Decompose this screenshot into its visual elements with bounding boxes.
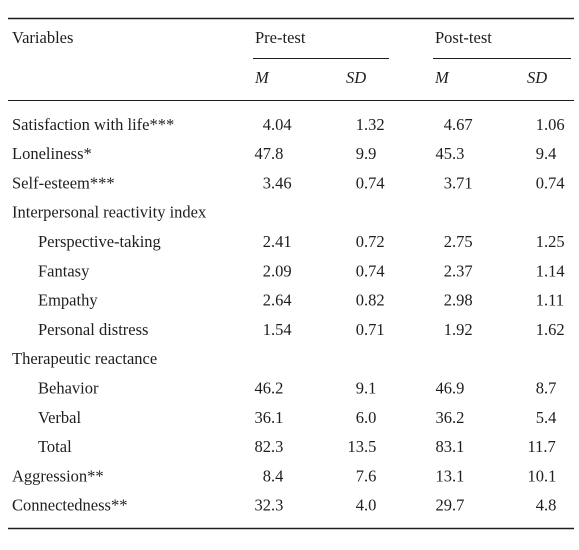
row-label: Fantasy	[38, 261, 90, 280]
cell-value: 0.71	[356, 320, 385, 339]
cell-value: 36.2	[436, 408, 465, 427]
row-label: Self-esteem***	[12, 173, 115, 192]
cell-value: 13.5	[348, 437, 377, 456]
cell-value: 0.74	[356, 173, 385, 192]
row-label: Aggression**	[12, 466, 104, 485]
cell-value: 3.71	[444, 173, 473, 192]
cell-value: 6.0	[356, 408, 377, 427]
row-label: Total	[38, 437, 72, 456]
row-label: Perspective-taking	[38, 232, 161, 251]
cell-value: 8.4	[263, 466, 284, 485]
row-label: Empathy	[38, 291, 98, 310]
cell-value: 3.46	[263, 173, 292, 192]
row-label: Behavior	[38, 378, 99, 397]
cell-value: 1.25	[536, 232, 565, 251]
cell-value: 2.98	[444, 291, 473, 310]
cell-value: 9.4	[536, 144, 557, 163]
cell-value: 2.37	[444, 261, 473, 280]
cell-value: 83.1	[436, 437, 465, 456]
subheader: SD	[527, 68, 547, 87]
cell-value: 2.09	[263, 261, 292, 280]
row-label: Satisfaction with life***	[12, 115, 174, 134]
cell-value: 36.1	[255, 408, 284, 427]
header-variables: Variables	[12, 28, 73, 47]
cell-value: 11.7	[528, 437, 556, 456]
cell-value: 4.04	[263, 115, 292, 134]
subheader: SD	[346, 68, 366, 87]
cell-value: 2.64	[263, 291, 292, 310]
cell-value: 2.75	[444, 232, 473, 251]
header-group: Post-test	[435, 28, 492, 47]
cell-value: 4.67	[444, 115, 473, 134]
cell-value: 46.2	[255, 378, 284, 397]
row-label: Interpersonal reactivity index	[12, 203, 207, 222]
cell-value: 4.8	[536, 496, 557, 515]
cell-value: 45.3	[436, 144, 465, 163]
cell-value: 1.06	[536, 115, 565, 134]
row-label: Connectedness**	[12, 496, 127, 515]
header-group: Pre-test	[255, 28, 306, 47]
row-label: Personal distress	[38, 320, 148, 339]
subheader: M	[254, 68, 270, 87]
cell-value: 13.1	[436, 466, 465, 485]
row-label: Verbal	[38, 408, 81, 427]
cell-value: 2.41	[263, 232, 292, 251]
cell-value: 1.62	[536, 320, 565, 339]
cell-value: 7.6	[356, 466, 377, 485]
cell-value: 1.14	[536, 261, 565, 280]
cell-value: 82.3	[255, 437, 284, 456]
cell-value: 0.82	[356, 291, 385, 310]
cell-value: 1.54	[263, 320, 292, 339]
cell-value: 4.0	[356, 496, 377, 515]
cell-value: 8.7	[536, 378, 557, 397]
cell-value: 0.72	[356, 232, 385, 251]
cell-value: 9.9	[356, 144, 377, 163]
cell-value: 5.4	[536, 408, 557, 427]
cell-value: 1.32	[356, 115, 385, 134]
cell-value: 1.11	[536, 291, 564, 310]
row-label: Therapeutic reactance	[12, 349, 157, 368]
cell-value: 32.3	[255, 496, 284, 515]
cell-value: 1.92	[444, 320, 473, 339]
row-label: Loneliness*	[12, 144, 92, 163]
cell-value: 0.74	[356, 261, 385, 280]
cell-value: 0.74	[536, 173, 565, 192]
cell-value: 10.1	[528, 466, 557, 485]
cell-value: 47.8	[255, 144, 284, 163]
cell-value: 9.1	[356, 378, 377, 397]
subheader: M	[434, 68, 450, 87]
cell-value: 29.7	[436, 496, 465, 515]
cell-value: 46.9	[436, 378, 465, 397]
